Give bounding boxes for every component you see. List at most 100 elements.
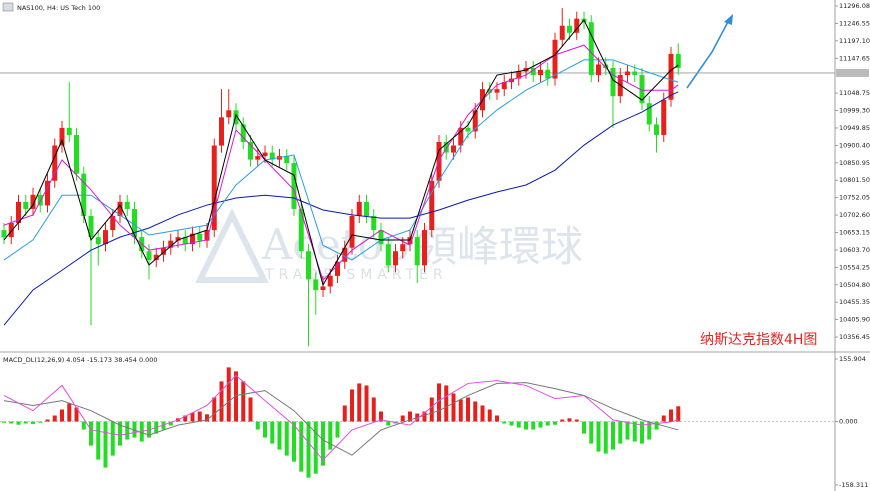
- candle-body: [110, 215, 116, 231]
- histogram-bar: [292, 421, 296, 462]
- histogram-bar: [132, 421, 137, 438]
- histogram-bar: [284, 421, 289, 456]
- y-tick-label: 10455.35: [839, 298, 870, 306]
- candle-body: [414, 237, 420, 266]
- symbol-icon: [2, 2, 14, 12]
- histogram-bar: [9, 421, 14, 424]
- histogram-bar: [567, 418, 572, 422]
- candle-body: [617, 75, 623, 97]
- candle-body: [675, 53, 681, 69]
- candle-body: [465, 127, 471, 132]
- histogram-bar: [350, 389, 354, 422]
- histogram-bar: [516, 421, 521, 428]
- watermark-text: 領峰環球: [415, 222, 583, 271]
- candle-body: [451, 145, 456, 153]
- candle-body: [588, 22, 594, 76]
- trend-arrow: [686, 17, 731, 89]
- histogram-bar: [45, 419, 50, 422]
- candle-body: [59, 127, 65, 146]
- histogram-bar: [16, 421, 21, 425]
- y-tick-label: 10801.50: [839, 176, 870, 184]
- indicator-line: [3, 19, 679, 287]
- histogram-bar: [81, 421, 86, 430]
- candle-body: [552, 39, 558, 79]
- histogram-bar: [640, 421, 644, 444]
- histogram-bar: [255, 421, 260, 430]
- current-price-box: [836, 68, 869, 77]
- y-tick-label: 11296.08: [839, 2, 870, 10]
- histogram-bar: [495, 415, 499, 422]
- histogram-bar: [328, 421, 333, 450]
- indicator-line: [3, 374, 679, 461]
- histogram-bar: [545, 421, 550, 426]
- histogram-bar: [335, 421, 340, 438]
- candle-body: [45, 180, 50, 206]
- histogram-bar: [241, 381, 246, 422]
- candle-body: [66, 127, 72, 135]
- y-tick-label: 10999.30: [839, 107, 870, 115]
- candle-body: [538, 69, 543, 76]
- candle-body: [74, 134, 79, 174]
- candle-body: [458, 127, 464, 146]
- candle-body: [407, 237, 413, 245]
- candle-body: [269, 152, 275, 160]
- histogram-bar: [89, 421, 93, 446]
- histogram-bar: [582, 421, 586, 434]
- y-tick-label: 10603.70: [839, 246, 870, 254]
- candle-body: [284, 156, 290, 164]
- candle-body: [422, 230, 427, 266]
- y-tick-label: 11048.75: [839, 89, 870, 97]
- y-tick-label: 10653.15: [839, 228, 870, 236]
- candle-body: [632, 71, 638, 76]
- histogram-bar: [313, 421, 318, 474]
- candle-body: [124, 201, 130, 209]
- candle-body: [559, 25, 565, 40]
- histogram-bar: [371, 397, 376, 422]
- candle-body: [596, 64, 601, 76]
- candle-body: [219, 117, 224, 146]
- histogram-bar: [212, 397, 217, 422]
- candle-body: [1, 230, 7, 238]
- y-tick-label: 11147.65: [839, 54, 870, 62]
- candle-body: [349, 215, 355, 248]
- candle-body: [610, 68, 616, 97]
- candle-body: [248, 141, 253, 160]
- histogram-bar: [205, 414, 209, 422]
- candle-body: [364, 201, 369, 216]
- histogram-bar: [618, 421, 623, 444]
- candle-body: [226, 110, 232, 118]
- histogram-bar: [219, 381, 224, 422]
- candle-body: [240, 124, 246, 142]
- candle-body: [175, 237, 181, 241]
- histogram-bar: [234, 371, 238, 422]
- histogram-bar: [379, 411, 383, 422]
- candle-body: [146, 251, 152, 261]
- histogram-bar: [263, 421, 267, 438]
- histogram-bar: [96, 421, 101, 460]
- candle-body: [117, 201, 123, 216]
- y-tick-label: 10702.60: [839, 211, 870, 219]
- histogram-bar: [386, 421, 391, 426]
- histogram-bar: [538, 421, 543, 428]
- y-tick-label: 10949.85: [839, 124, 870, 132]
- candle-body: [153, 254, 159, 261]
- y-tick-label: 10356.45: [839, 333, 870, 341]
- y-tick-label: 10554.25: [839, 263, 870, 271]
- candle-body: [429, 180, 435, 231]
- candle-body: [385, 244, 391, 266]
- histogram-bar: [589, 421, 594, 444]
- histogram-bar: [422, 411, 427, 422]
- candle-body: [646, 103, 652, 125]
- histogram-bar: [2, 421, 6, 423]
- candle-body: [313, 279, 319, 290]
- histogram-bar: [74, 407, 79, 422]
- histogram-bar: [400, 415, 405, 422]
- candle-body: [306, 251, 311, 280]
- histogram-bar: [429, 397, 434, 422]
- histogram-bar: [451, 393, 456, 422]
- y-tick-label: -158.311: [839, 481, 868, 489]
- candle-body: [204, 230, 210, 241]
- candle-body: [132, 208, 137, 238]
- histogram-bar: [38, 421, 43, 423]
- histogram-bar: [553, 421, 557, 425]
